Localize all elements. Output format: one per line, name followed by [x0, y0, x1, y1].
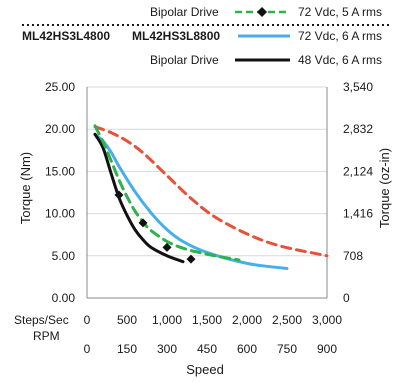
- data-marker-diamond: [186, 254, 196, 264]
- series-layer: [93, 124, 329, 270]
- legend-label-2: 72 Vdc, 6 A rms: [298, 29, 382, 43]
- model-name-right: ML42HS3L8800: [132, 29, 220, 43]
- ticks-layer: 0.00 0 5.00 708 10.00 1,416 15.00 2,124 20.00 2,8…: [45, 80, 373, 356]
- y-tick-label-left: 5.00: [52, 249, 76, 263]
- legend-marker-1: [257, 7, 267, 17]
- model-name-left: ML42HS3L4800: [22, 29, 110, 43]
- data-marker-diamond: [114, 190, 124, 200]
- y-tick-label-left: 0.00: [52, 291, 76, 305]
- x-tick-label-rpm: 150: [117, 342, 137, 356]
- x-tick-label-rpm: 900: [317, 342, 337, 356]
- x-tick-label-rpm: 600: [237, 342, 257, 356]
- x-tick-label-steps: 0: [84, 313, 91, 327]
- y-tick-label-right: 2,124: [343, 164, 373, 178]
- legend-label-3: 48 Vdc, 6 A rms: [298, 53, 382, 67]
- x-row2-label: RPM: [33, 329, 60, 343]
- series-line: [93, 125, 329, 258]
- x-tick-label-rpm: 0: [84, 342, 91, 356]
- y-tick-label-right: 0: [343, 291, 350, 305]
- data-marker-diamond: [162, 242, 172, 252]
- series-line: [93, 132, 289, 270]
- y-tick-label-left: 25.00: [45, 80, 75, 94]
- y-tick-label-right: 1,416: [343, 207, 373, 221]
- x-tick-label-steps: 2,000: [232, 313, 262, 327]
- legend-prefix-3: Bipolar Drive: [150, 53, 219, 67]
- x-tick-label-steps: 2,500: [272, 313, 302, 327]
- x-tick-label-steps: 1,000: [152, 313, 182, 327]
- legend-label-1: 72 Vdc, 5 A rms: [298, 5, 382, 19]
- y-axis-title-right: Torque (oz-in): [377, 148, 392, 228]
- x-tick-label-steps: 3,000: [312, 313, 342, 327]
- x-tick-label-steps: 1,500: [192, 313, 222, 327]
- x-tick-label-rpm: 450: [197, 342, 217, 356]
- series-line: [93, 132, 185, 264]
- legend-prefix-1: Bipolar Drive: [150, 5, 219, 19]
- y-tick-label-left: 15.00: [45, 164, 75, 178]
- x-tick-label-rpm: 300: [157, 342, 177, 356]
- x-tick-label-steps: 500: [117, 313, 137, 327]
- x-row1-label: Steps/Sec: [14, 313, 69, 327]
- x-tick-label-rpm: 750: [277, 342, 297, 356]
- grid-layer: [86, 86, 328, 299]
- y-axis-title-left: Torque (Nm): [18, 152, 33, 224]
- y-tick-label-right: 3,540: [343, 80, 373, 94]
- data-marker-diamond: [138, 218, 148, 228]
- y-tick-label-right: 708: [343, 249, 363, 263]
- y-tick-label-left: 20.00: [45, 122, 75, 136]
- y-tick-label-left: 10.00: [45, 207, 75, 221]
- x-axis-title: Speed: [186, 362, 224, 377]
- y-tick-label-right: 2,832: [343, 122, 373, 136]
